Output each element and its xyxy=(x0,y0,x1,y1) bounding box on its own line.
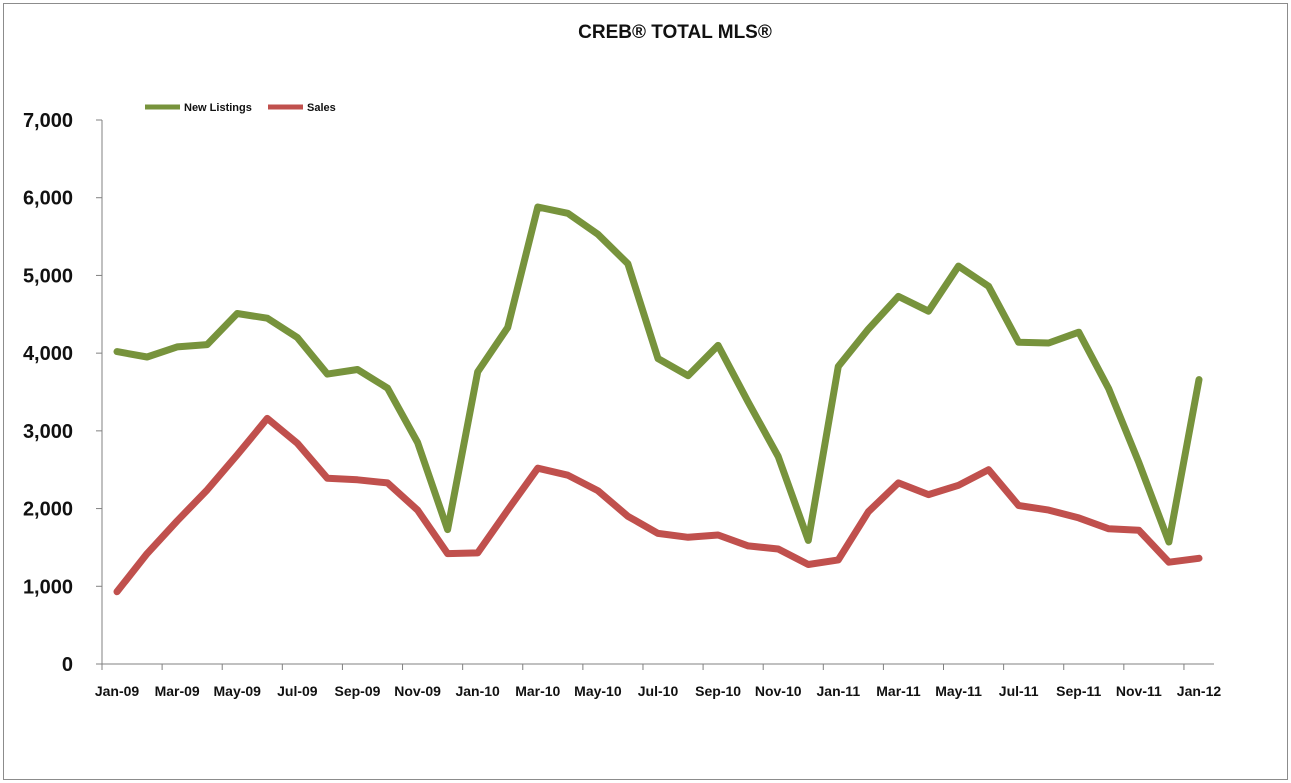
legend-label-new-listings: New Listings xyxy=(184,102,252,114)
y-tick-group: 0 1,000 2,000 3,000 4,000 5,000 6,000 7,000 xyxy=(23,110,102,676)
legend-label-sales: Sales xyxy=(307,102,336,114)
y-tick-label: 4,000 xyxy=(23,343,73,365)
y-tick-label: 6,000 xyxy=(23,188,73,210)
series-line-new-listings xyxy=(113,203,1203,546)
x-tick-label: Sep-09 xyxy=(334,683,380,699)
chart-title: CREB® TOTAL MLS® xyxy=(578,22,772,43)
legend: New Listings Sales xyxy=(145,102,336,114)
chart-frame xyxy=(3,3,1288,780)
x-tick-label: May-10 xyxy=(574,683,622,699)
x-tick-label: Mar-09 xyxy=(155,683,200,699)
x-tick-label: Jan-10 xyxy=(455,683,500,699)
y-tick-label: 2,000 xyxy=(23,499,73,521)
x-tick-label: Sep-11 xyxy=(1056,683,1101,699)
series-group xyxy=(113,203,1203,596)
x-tick-label: Jul-10 xyxy=(638,683,679,699)
y-tick-label: 5,000 xyxy=(23,265,73,287)
x-tick-label: Nov-11 xyxy=(1116,683,1162,699)
y-tick-label: 3,000 xyxy=(23,421,73,443)
x-tick-label: Jul-11 xyxy=(999,683,1039,699)
series-line-sales xyxy=(113,414,1203,596)
x-tick-label: Jan-12 xyxy=(1177,683,1222,699)
x-tick-label: Jul-09 xyxy=(277,683,318,699)
y-tick-label: 1,000 xyxy=(23,576,73,598)
y-tick-label: 7,000 xyxy=(23,110,73,132)
x-tick-group: Jan-09 Mar-09 May-09 Jul-09 Sep-09 Nov-09 Jan-… xyxy=(95,664,1222,699)
x-tick-label: Nov-09 xyxy=(394,683,441,699)
x-tick-label: Nov-10 xyxy=(755,683,802,699)
x-tick-label: May-11 xyxy=(935,683,982,699)
x-tick-label: Mar-11 xyxy=(876,683,921,699)
y-tick-label: 0 xyxy=(62,654,73,676)
x-tick-label: May-09 xyxy=(214,683,262,699)
x-tick-label: Mar-10 xyxy=(515,683,560,699)
x-tick-label: Jan-11 xyxy=(817,683,861,699)
x-tick-label: Sep-10 xyxy=(695,683,741,699)
x-tick-label: Jan-09 xyxy=(95,683,140,699)
